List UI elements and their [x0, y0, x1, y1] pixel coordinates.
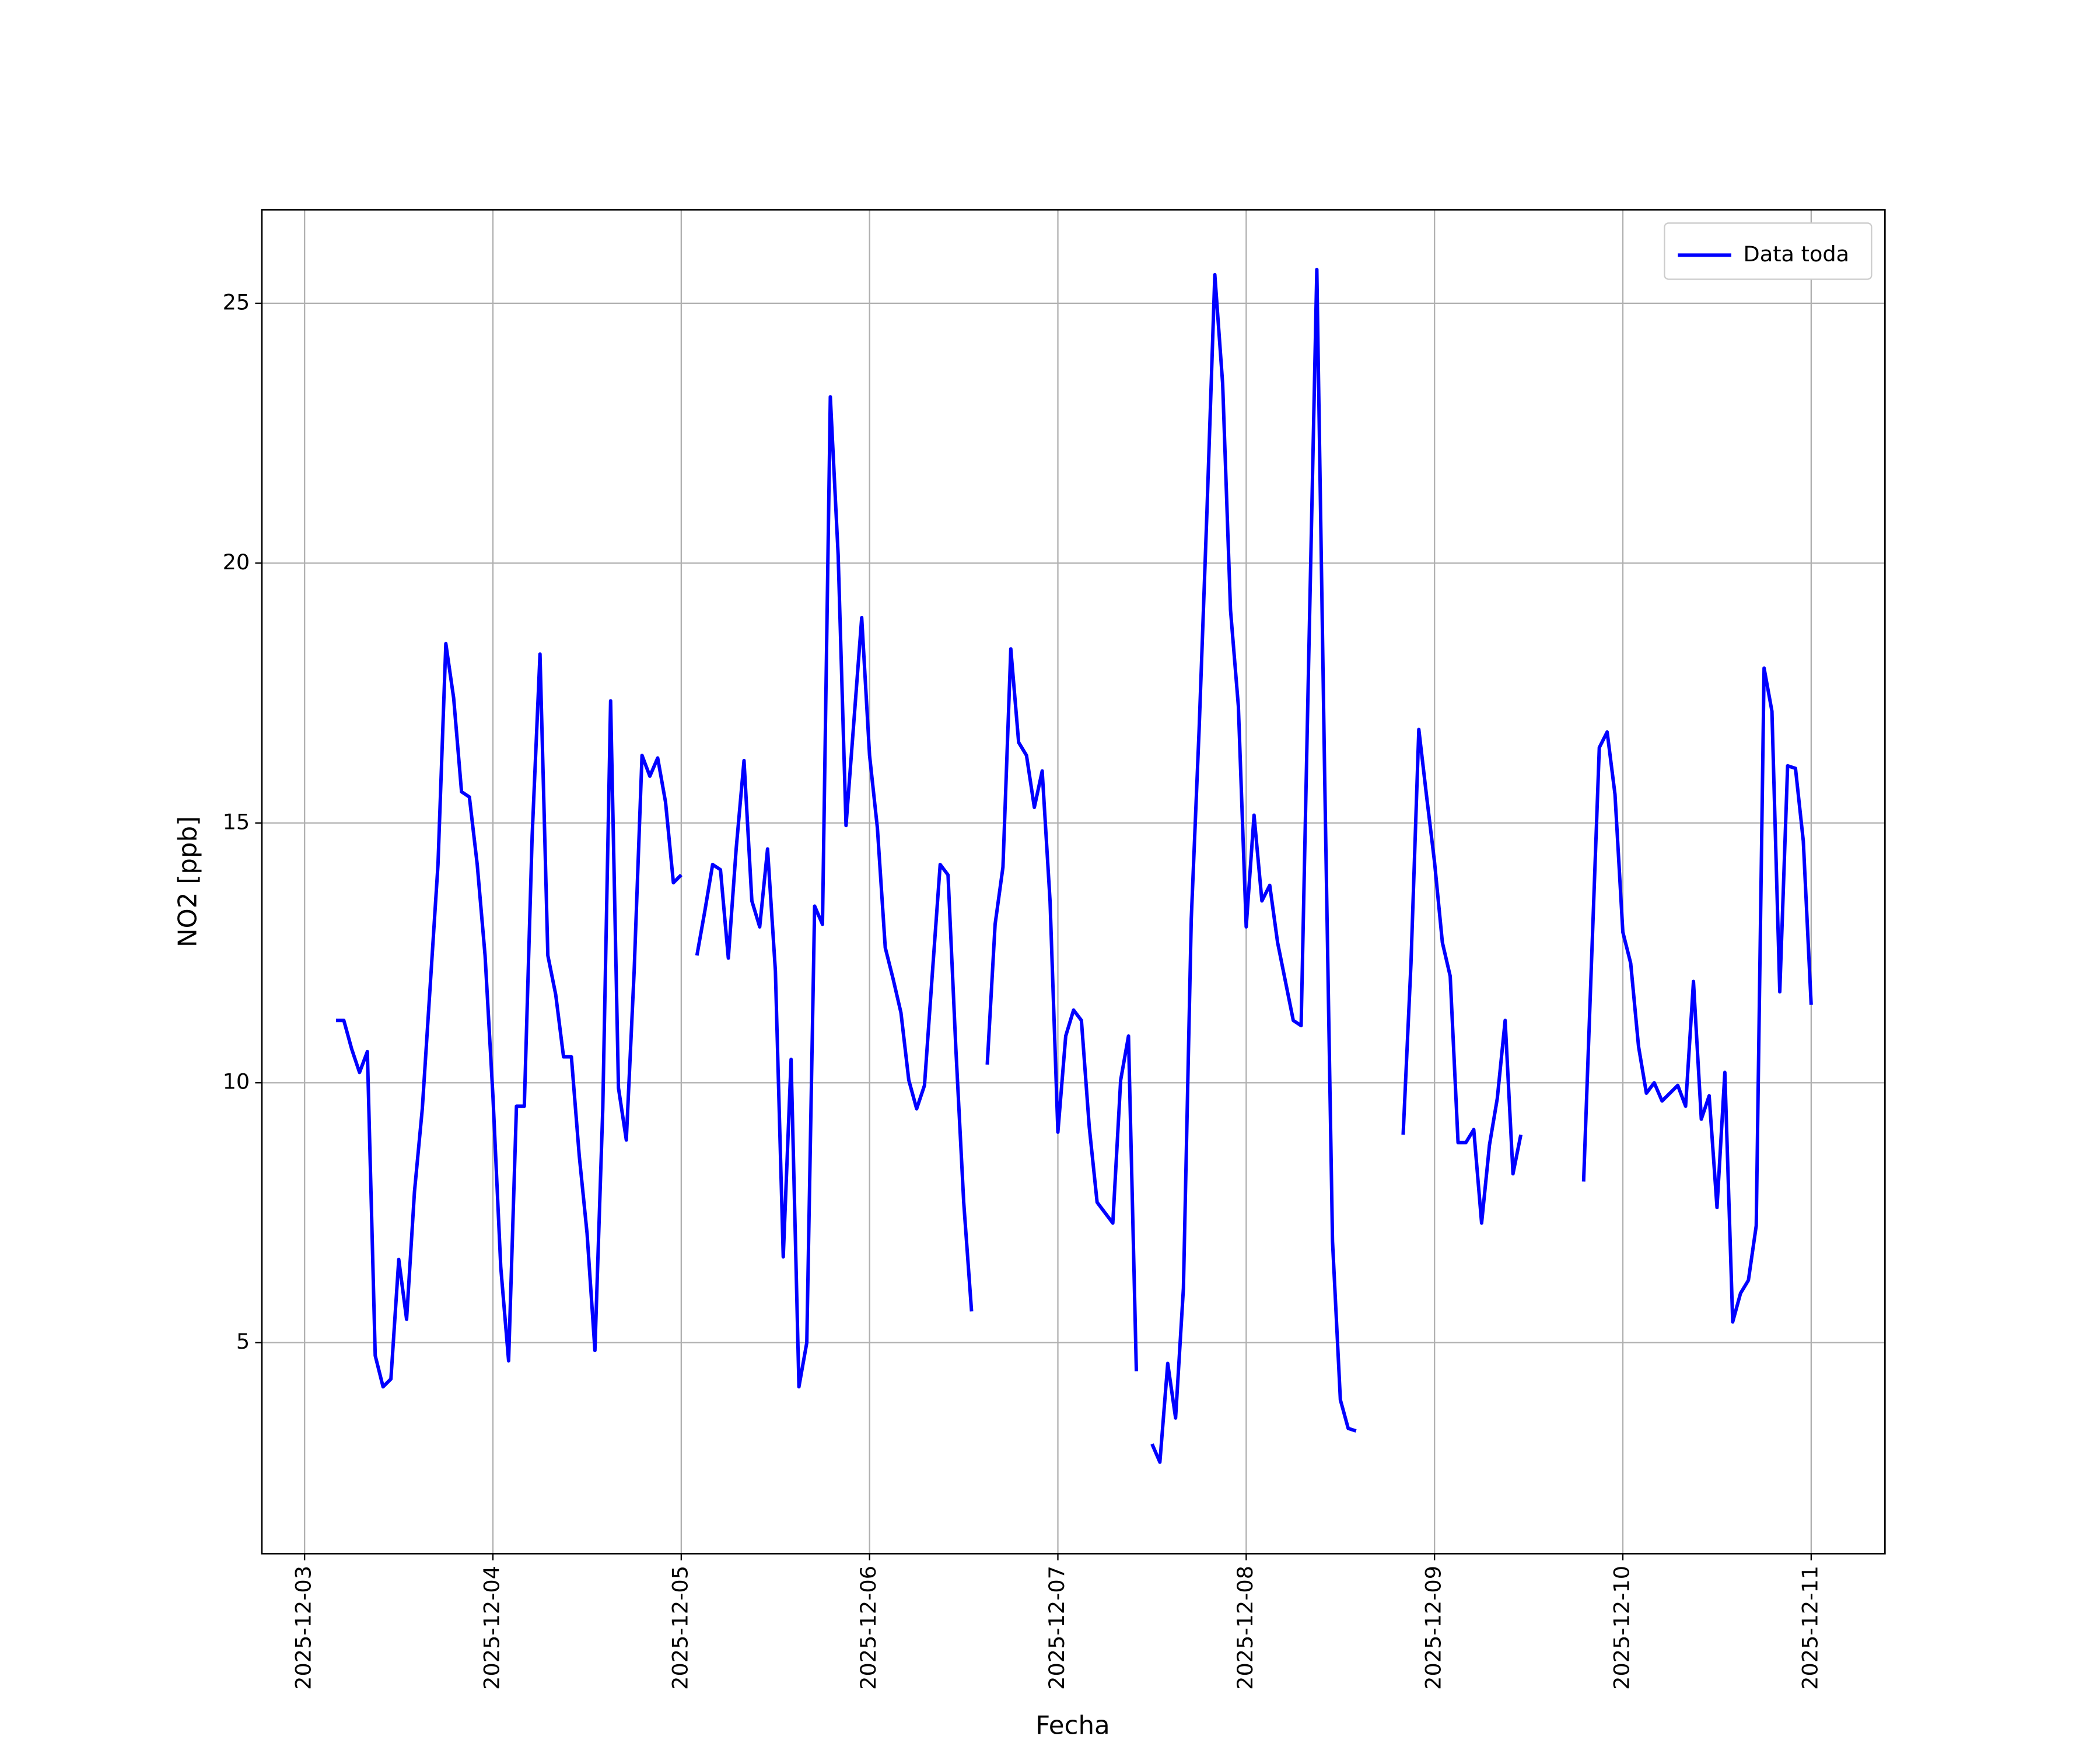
x-tick-label: 2025-12-07: [1044, 1566, 1069, 1690]
x-tick-label: 2025-12-04: [480, 1566, 505, 1690]
plot-frame: [261, 209, 1886, 1555]
y-tick-label: 20: [223, 550, 250, 575]
y-axis-label: NO2 [ppb]: [174, 816, 203, 947]
legend-box: [1664, 222, 1873, 280]
y-tick-label: 15: [223, 809, 250, 834]
x-tick-label: 2025-12-09: [1421, 1566, 1446, 1690]
x-axis-label: Fecha: [1035, 1712, 1110, 1741]
x-tick-label: 2025-12-03: [291, 1566, 316, 1690]
y-tick-label: 10: [223, 1069, 250, 1094]
x-tick-label: 2025-12-10: [1609, 1566, 1634, 1690]
data-line: [335, 268, 1813, 1464]
y-tick-label: 5: [236, 1329, 250, 1354]
x-tick-label: 2025-12-06: [856, 1566, 881, 1690]
x-tick-label: 2025-12-08: [1233, 1566, 1258, 1690]
y-tick-label: 25: [223, 289, 250, 314]
x-tick-label: 2025-12-11: [1797, 1566, 1822, 1690]
legend-label: Data toda: [1744, 242, 1850, 267]
x-tick-label: 2025-12-05: [667, 1566, 692, 1690]
